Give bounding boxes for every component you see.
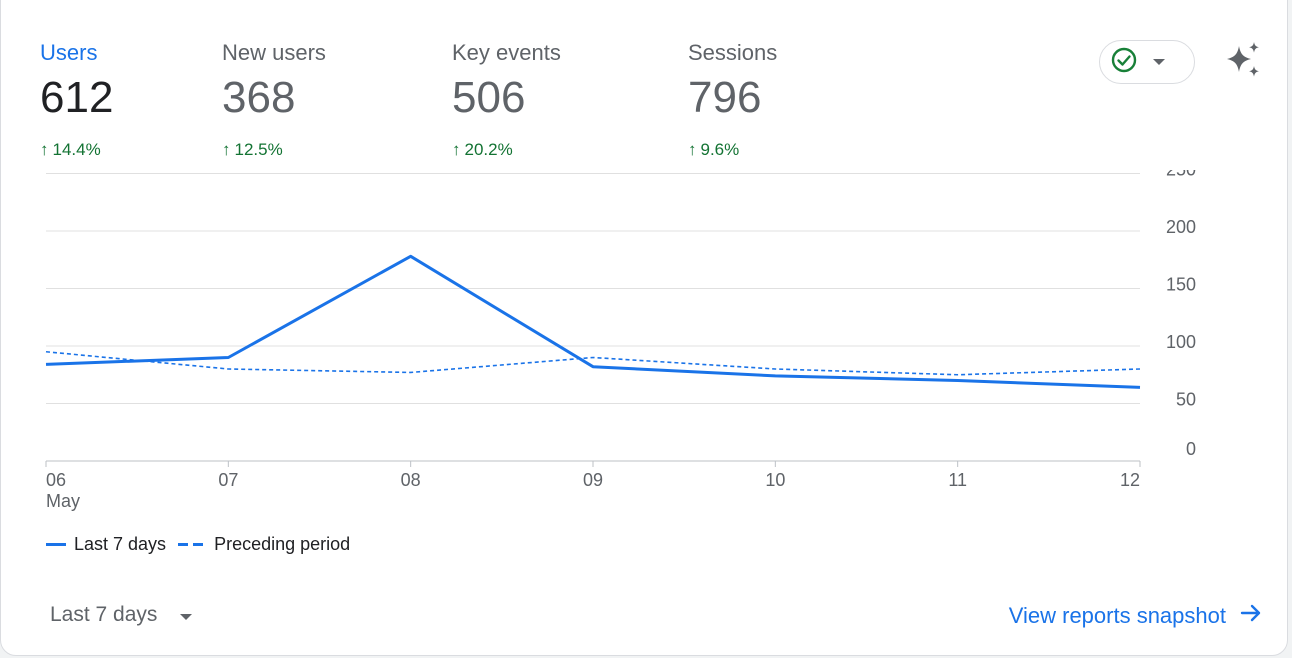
check-circle-icon <box>1110 46 1138 79</box>
arrow-up-icon: ↑ <box>452 140 461 159</box>
x-tick-label: 10 <box>765 470 785 490</box>
legend-item-current: Last 7 days <box>46 534 166 555</box>
chart-svg: 250 200 150 100 50 0 06 07 08 09 10 11 12 May <box>45 160 1196 511</box>
metric-tab-users[interactable]: Users 612 ↑ 14.4% <box>40 40 113 160</box>
metric-change-value: 12.5% <box>234 140 283 159</box>
x-tick-label: 08 <box>401 470 421 490</box>
x-tick-label: 06 <box>46 470 66 490</box>
metric-change-value: 14.4% <box>52 140 101 159</box>
metric-label: Key events <box>452 40 561 65</box>
legend-swatch-solid <box>46 543 66 546</box>
y-tick-label: 0 <box>1186 439 1196 459</box>
metric-tab-key-events[interactable]: Key events 506 ↑ 20.2% <box>452 40 561 160</box>
legend-swatch-dashed <box>178 543 207 546</box>
y-tick-label: 50 <box>1176 390 1196 410</box>
series-line-preceding-period <box>45 350 1141 376</box>
view-reports-snapshot-label: View reports snapshot <box>1008 603 1226 628</box>
caret-down-icon <box>1152 53 1166 71</box>
metric-tab-new-users[interactable]: New users 368 ↑ 12.5% <box>222 40 326 160</box>
x-tick-label: 12 <box>1120 470 1140 490</box>
x-tick-label: 11 <box>948 470 967 490</box>
metric-value: 612 <box>40 73 114 122</box>
arrow-up-icon: ↑ <box>688 140 697 159</box>
view-reports-snapshot-link[interactable]: View reports snapshot <box>1009 603 1262 629</box>
caret-down-icon <box>179 603 193 627</box>
metric-tab-sessions[interactable]: Sessions 796 ↑ 9.6% <box>688 40 777 160</box>
metric-label: New users <box>222 40 326 65</box>
status-dropdown-button[interactable] <box>1099 40 1195 84</box>
metric-label: Users <box>40 40 98 65</box>
series-line-last-7-days <box>45 254 1141 389</box>
metric-change-value: 20.2% <box>464 140 513 159</box>
metric-label: Sessions <box>688 40 778 65</box>
arrow-right-icon <box>1240 603 1262 629</box>
y-tick-label: 200 <box>1166 217 1196 237</box>
metric-change: ↑ 20.2% <box>452 140 561 160</box>
metric-change-value: 9.6% <box>700 140 740 159</box>
sparkle-icon <box>1221 42 1265 84</box>
insights-button[interactable] <box>1221 40 1265 80</box>
y-tick-label: 250 <box>1166 170 1196 180</box>
metric-value: 368 <box>222 73 296 122</box>
y-tick-label: 150 <box>1166 275 1196 295</box>
metric-change: ↑ 9.6% <box>688 140 777 160</box>
legend-label-previous: Preceding period <box>214 534 351 554</box>
chart-legend: Last 7 days Preceding period <box>46 534 362 555</box>
date-range-dropdown[interactable]: Last 7 days <box>50 603 193 627</box>
metric-change: ↑ 14.4% <box>40 140 113 160</box>
users-line-chart: 250 200 150 100 50 0 06 07 08 09 10 11 12 May <box>0 160 1292 520</box>
legend-label-current: Last 7 days <box>74 534 167 554</box>
metric-value: 506 <box>452 73 526 122</box>
metric-change: ↑ 12.5% <box>222 140 326 160</box>
date-range-label: Last 7 days <box>50 603 158 626</box>
metric-value: 796 <box>688 73 762 122</box>
arrow-up-icon: ↑ <box>40 140 49 159</box>
x-tick-label: 09 <box>583 470 603 490</box>
y-tick-label: 100 <box>1166 332 1196 352</box>
x-tick-sublabel: May <box>46 491 80 511</box>
arrow-up-icon: ↑ <box>222 140 231 159</box>
x-tick-label: 07 <box>218 470 238 490</box>
legend-item-previous: Preceding period <box>178 534 350 555</box>
